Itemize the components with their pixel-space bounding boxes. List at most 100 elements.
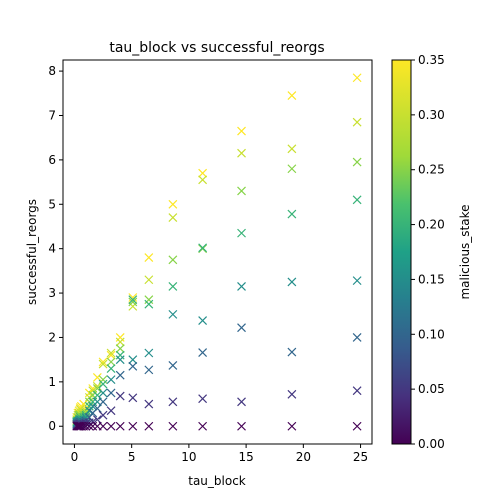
data-point (287, 389, 297, 399)
data-point (98, 359, 108, 369)
data-point (115, 421, 125, 431)
data-point (352, 117, 362, 127)
colorbar-tick-label: 0.30 (418, 108, 445, 122)
data-point (237, 126, 246, 136)
x-tick-label: 25 (353, 450, 368, 464)
data-point (237, 323, 246, 333)
x-tick-label: 10 (181, 450, 196, 464)
data-point (168, 309, 178, 319)
y-tick-label: 0 (48, 419, 56, 433)
data-point (287, 209, 297, 219)
y-tick-label: 3 (48, 286, 56, 300)
data-point (352, 386, 362, 396)
data-point (92, 381, 102, 391)
data-point (168, 360, 178, 370)
data-point (115, 333, 125, 342)
data-point (115, 355, 125, 365)
data-point (128, 393, 138, 403)
data-point (237, 397, 246, 407)
data-point (144, 365, 154, 375)
data-point (198, 348, 208, 357)
data-point (287, 277, 297, 287)
data-point (98, 379, 108, 389)
data-point (81, 406, 91, 416)
data-point (352, 195, 362, 205)
data-point (106, 375, 116, 385)
colorbar-tick-label: 0.10 (418, 327, 445, 341)
data-point (81, 421, 91, 431)
data-point (115, 391, 125, 401)
data-point (237, 186, 246, 196)
data-point (287, 91, 297, 100)
data-point (106, 406, 116, 416)
colorbar (391, 59, 412, 445)
data-point (98, 410, 108, 420)
y-tick-label: 8 (48, 64, 56, 78)
data-point (287, 421, 297, 431)
data-point (106, 348, 116, 358)
y-tick-label: 2 (48, 330, 56, 344)
data-point (128, 421, 138, 431)
data-point (198, 244, 208, 254)
y-axis-ticks: 0 1 2 3 4 5 6 7 8 (48, 64, 63, 433)
data-point (287, 164, 297, 174)
data-point (237, 148, 246, 158)
data-point (92, 404, 102, 413)
data-point (168, 213, 178, 223)
data-point (106, 350, 116, 360)
data-point (144, 275, 154, 285)
data-point (115, 337, 125, 347)
chart-title: tau_block vs successful_reorgs (109, 40, 324, 56)
data-point (98, 421, 108, 431)
data-point (352, 421, 362, 431)
y-tick-label: 4 (48, 242, 56, 256)
x-axis-ticks: 0 5 10 15 20 25 (71, 444, 368, 464)
data-point (128, 361, 138, 371)
y-axis-label: successful_reorgs (25, 199, 39, 305)
x-tick-label: 5 (128, 450, 136, 464)
colorbar-tick-label: 0.05 (418, 382, 445, 396)
data-point (92, 372, 102, 382)
data-point (106, 364, 116, 373)
data-point (84, 421, 94, 431)
data-point (144, 299, 154, 309)
data-point (92, 415, 102, 425)
data-point (352, 73, 362, 83)
data-point (128, 297, 138, 307)
data-point (144, 421, 154, 431)
data-point (128, 355, 138, 365)
data-point (115, 350, 125, 360)
data-point (198, 316, 208, 326)
data-point (92, 390, 102, 400)
data-points (72, 73, 362, 431)
colorbar-tick-label: 0.20 (418, 218, 445, 232)
data-point (144, 253, 154, 262)
data-point (287, 144, 297, 154)
data-point (168, 199, 178, 209)
data-point (115, 370, 125, 380)
data-point (144, 348, 154, 358)
data-point (352, 276, 362, 286)
data-point (168, 397, 178, 407)
colorbar-tick-label: 0.00 (418, 437, 445, 451)
data-point (106, 388, 116, 398)
y-tick-label: 6 (48, 153, 56, 167)
colorbar-tick-label: 0.15 (418, 272, 445, 286)
data-point (168, 255, 178, 265)
data-point (237, 281, 246, 291)
colorbar-ticks: 0.00 0.05 0.10 0.15 0.20 0.25 0.30 0.35 (411, 53, 445, 451)
data-point (128, 295, 138, 305)
data-point (198, 243, 208, 253)
data-point (98, 357, 108, 367)
x-tick-label: 0 (71, 450, 79, 464)
x-tick-label: 20 (296, 450, 311, 464)
data-point (287, 347, 297, 357)
data-point (198, 175, 208, 185)
data-point (198, 421, 208, 431)
data-point (144, 295, 154, 305)
data-point (106, 421, 116, 431)
data-point (84, 401, 94, 411)
data-point (128, 293, 138, 302)
